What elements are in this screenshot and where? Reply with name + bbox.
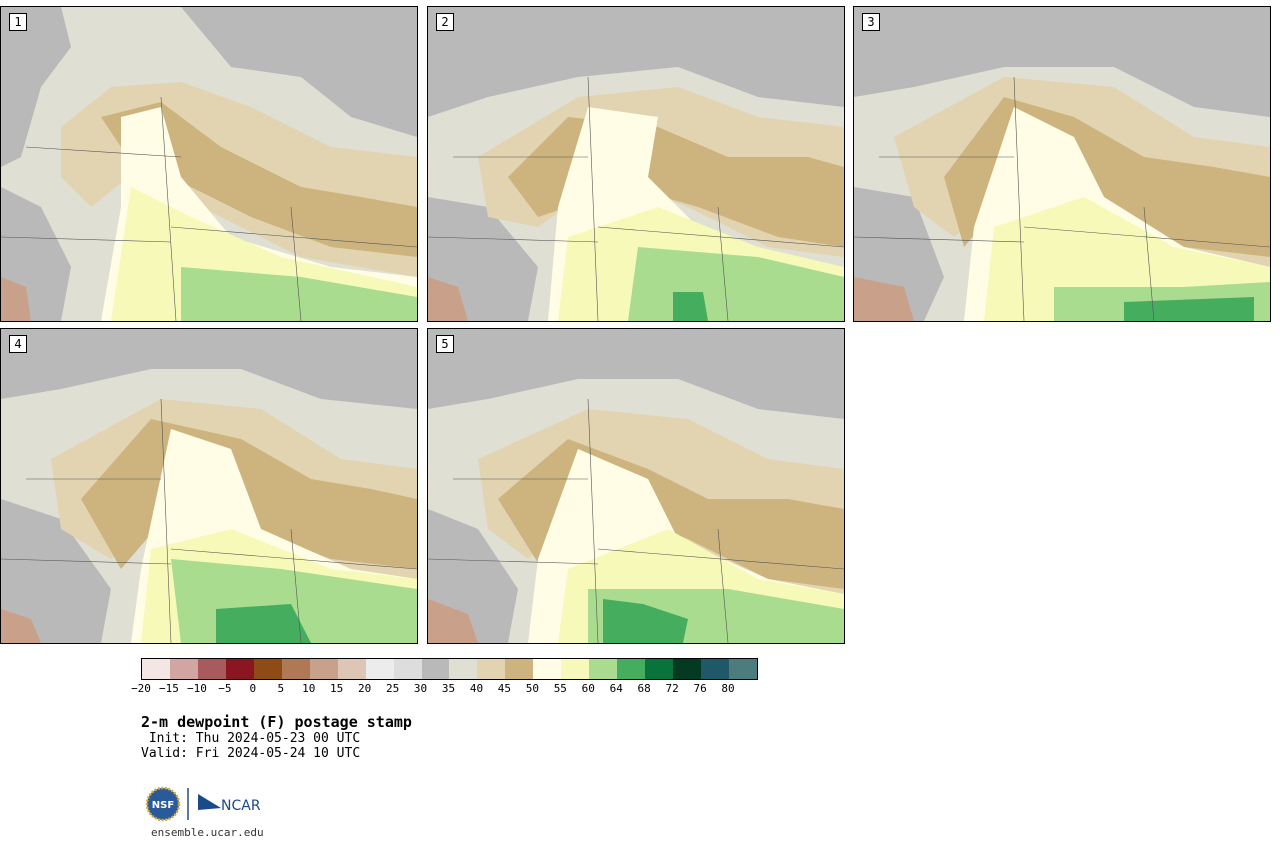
colorbar-tick-label: 30	[413, 682, 428, 695]
colorbar-swatch-19	[673, 659, 702, 679]
dewpoint-map	[428, 329, 844, 643]
colorbar-swatch-11	[449, 659, 478, 679]
valid-time: Valid: Fri 2024-05-24 10 UTC	[141, 746, 361, 761]
nsf-logo-text: NSF	[152, 800, 174, 811]
init-time: Init: Thu 2024-05-23 00 UTC	[141, 731, 361, 746]
panel-label: 1	[9, 13, 27, 31]
colorbar-tick-label: 15	[330, 682, 344, 695]
colorbar-tick-label: −15	[159, 682, 179, 695]
dewpoint-map	[854, 7, 1270, 321]
colorbar-swatch-16	[589, 659, 618, 679]
footer-url: ensemble.ucar.edu	[151, 826, 264, 839]
colorbar-tick-label: 50	[525, 682, 539, 695]
figure-title: 2-m dewpoint (F) postage stamp	[141, 713, 412, 731]
colorbar-tick-label: −20	[131, 682, 151, 695]
colorbar-swatch-20	[701, 659, 730, 679]
colorbar-tick-label: 0	[249, 682, 257, 695]
colorbar-tick-label: 45	[497, 682, 512, 695]
colorbar-tick-label: 35	[441, 682, 456, 695]
panel-label: 2	[436, 13, 454, 31]
colorbar-swatch-14	[533, 659, 562, 679]
colorbar-swatch-6	[309, 659, 338, 679]
colorbar-tick-label: 20	[358, 682, 372, 695]
ncar-logo-text: NCAR	[221, 798, 261, 814]
ensemble-member-panel-4: 4	[0, 328, 418, 644]
colorbar-tick-label: 10	[302, 682, 316, 695]
colorbar-swatch-2	[197, 659, 226, 679]
colorbar-tick-label: 5	[277, 682, 285, 695]
colorbar-swatch-0	[142, 659, 170, 679]
panel-label: 4	[9, 335, 27, 353]
panel-label: 5	[436, 335, 454, 353]
colorbar-tick-labels: −20 −15 −10 −5 0 5 10 15 20 25 30 35 40 45 50 55 60 64 68 7…	[131, 682, 756, 696]
dewpoint-map	[1, 329, 417, 643]
colorbar-swatch-15	[561, 659, 590, 679]
colorbar-swatch-9	[393, 659, 422, 679]
logo-graphic: NSF NCAR	[145, 786, 261, 822]
colorbar-swatch-8	[365, 659, 394, 679]
colorbar-swatch-21	[729, 659, 757, 679]
colorbar-swatch-10	[421, 659, 450, 679]
colorbar-tick-label: 60	[581, 682, 595, 695]
colorbar-tick-label: 55	[553, 682, 567, 695]
colorbar-swatch-1	[169, 659, 198, 679]
colorbar-tick-label: 64	[609, 682, 623, 695]
colorbar-swatch-13	[505, 659, 534, 679]
ensemble-member-panel-1: 1	[0, 6, 418, 322]
colorbar-swatch-12	[477, 659, 506, 679]
colorbar-swatch-3	[225, 659, 254, 679]
colorbar-tick-label: 40	[469, 682, 484, 695]
colorbar-tick-label: −5	[218, 682, 232, 695]
ensemble-member-panel-3: 3	[853, 6, 1271, 322]
colorbar-tick-label: 68	[637, 682, 651, 695]
colorbar-tick-label: 72	[665, 682, 679, 695]
colorbar-tick-label: 76	[693, 682, 707, 695]
colorbar-tick-label: −10	[186, 682, 207, 695]
dewpoint-map	[428, 7, 844, 321]
colorbar-tick-label: 25	[385, 682, 400, 695]
ensemble-member-panel-5: 5	[427, 328, 845, 644]
panel-label: 3	[862, 13, 880, 31]
colorbar-swatch-17	[617, 659, 646, 679]
colorbar-swatch-7	[337, 659, 366, 679]
dewpoint-map	[1, 7, 417, 321]
ensemble-member-panel-2: 2	[427, 6, 845, 322]
colorbar-tick-label: 80	[721, 682, 735, 695]
colorbar-swatch-5	[281, 659, 310, 679]
colorbar	[141, 658, 758, 680]
colorbar-swatch-4	[253, 659, 282, 679]
nsf-ncar-logo: NSF NCAR	[145, 786, 275, 822]
colorbar-swatch-18	[645, 659, 674, 679]
